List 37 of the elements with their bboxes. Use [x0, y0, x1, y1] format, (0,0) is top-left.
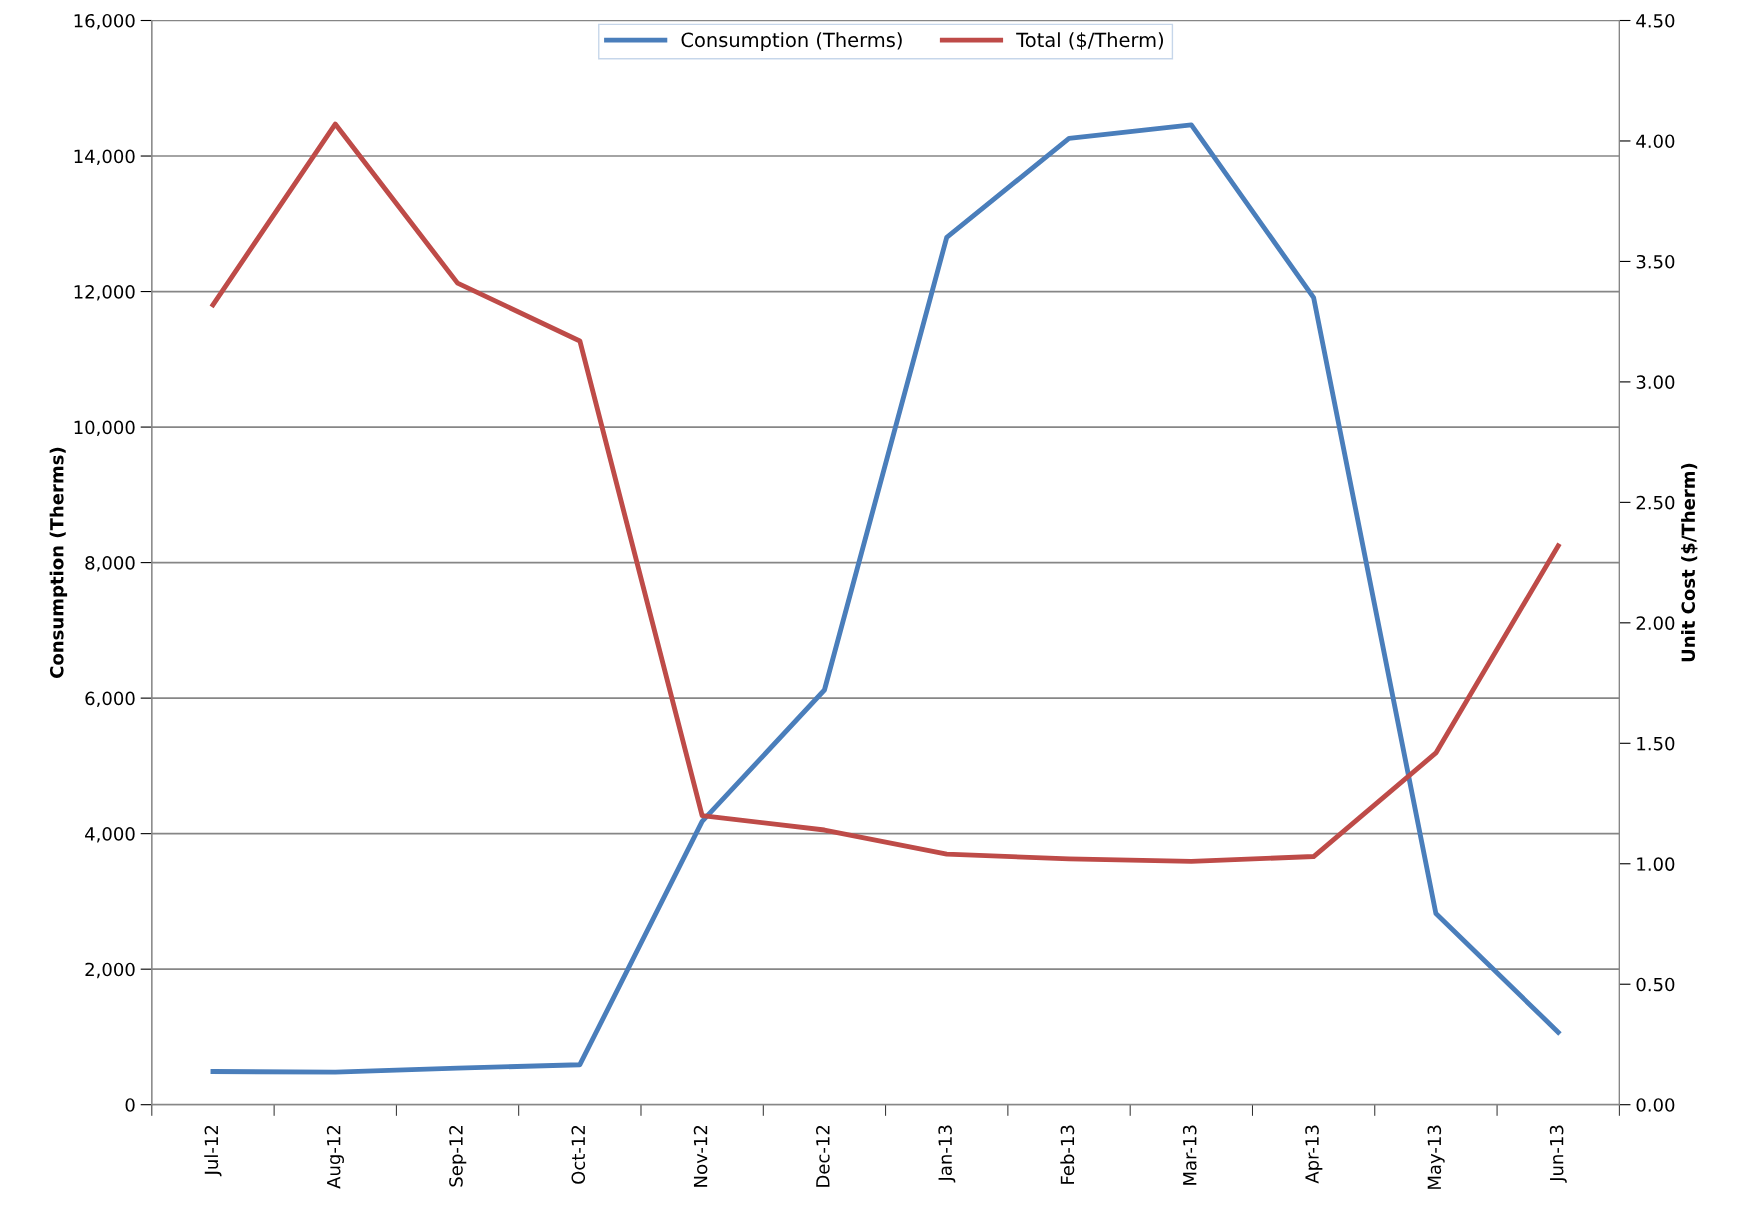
x-tick-label: Oct-12: [571, 1125, 586, 1184]
x-tick-label: Mar-13: [1182, 1125, 1197, 1185]
x-tick-label: Nov-12: [693, 1125, 708, 1187]
y-tick-label: 12,000: [74, 285, 135, 301]
y2-tick-label: 1.00: [1637, 857, 1675, 871]
y2-tick-label: 2.00: [1636, 616, 1675, 630]
x-tick-label: Aug-12: [326, 1125, 344, 1189]
legend-label: Total ($/Therm): [1016, 32, 1163, 50]
x-tick-label: Jan-13: [938, 1125, 956, 1183]
y-axis-title: Consumption (Therms): [49, 447, 68, 678]
y2-tick-label: 3.50: [1636, 254, 1675, 269]
y2-tick-label: 2.50: [1636, 495, 1675, 510]
x-tick-label: Feb-13: [1060, 1125, 1075, 1184]
y-tick-label: 2,000: [85, 962, 135, 979]
y-tick-label: 6,000: [85, 691, 135, 708]
legend-label: Consumption (Therms): [681, 32, 902, 51]
y-tick-label: 10,000: [74, 420, 135, 437]
x-tick-label: Apr-13: [1305, 1125, 1323, 1184]
y-tick-label: 0: [125, 1098, 135, 1112]
y2-tick-label: 4.00: [1636, 134, 1675, 149]
y2-axis-title: Unit Cost ($/Therm): [1681, 463, 1698, 662]
x-tick-label: Jun-13: [1549, 1125, 1567, 1183]
y-tick-label: 4,000: [85, 827, 135, 843]
line-series: [210, 121, 1561, 864]
y2-tick-label: 4.50: [1636, 13, 1675, 28]
y2-tick-label: 1.50: [1637, 736, 1675, 751]
y2-tick-label: 3.00: [1636, 375, 1675, 390]
y-tick-label: 16,000: [74, 13, 135, 30]
y2-tick-label: 0.50: [1636, 977, 1675, 992]
x-tick-label: Jul-12: [204, 1125, 222, 1177]
y2-tick-label: 0.00: [1636, 1098, 1675, 1112]
y-tick-label: 8,000: [85, 556, 135, 572]
y-tick-label: 14,000: [74, 149, 135, 165]
x-tick-label: Dec-12: [816, 1125, 830, 1187]
x-tick-label: May-13: [1427, 1125, 1445, 1189]
x-tick-label: Sep-12: [449, 1125, 467, 1187]
line-series: [210, 122, 1561, 1075]
